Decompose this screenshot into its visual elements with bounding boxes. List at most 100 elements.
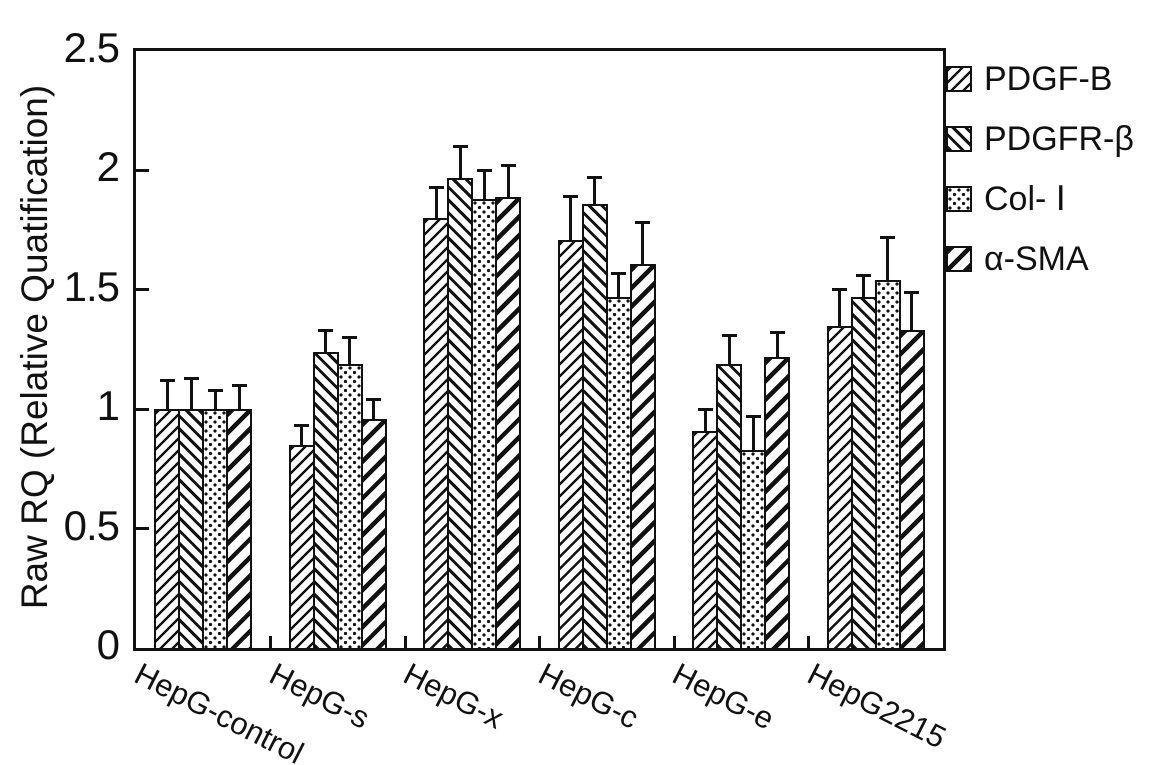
error-bar-hepg-x-s1: [458, 146, 462, 180]
y-axis-title: Raw RQ (Relative Quatification): [14, 84, 55, 610]
bar-hepg-e-s3: [764, 356, 791, 648]
error-cap-hepg2215-s3: [904, 290, 920, 294]
bar-hepg-s-s1: [312, 351, 339, 648]
legend-item-s1: PDGFR-β: [946, 122, 1134, 156]
error-bar-hepg-c-s0: [569, 196, 573, 242]
y-tick-label-1: 1: [96, 382, 120, 430]
y-tick-mark-1.5: [136, 288, 149, 292]
y-tick-label-1.5: 1.5: [63, 262, 120, 310]
legend-item-s3: α-SMA: [946, 242, 1134, 276]
legend-label-s0: PDGF-B: [984, 60, 1113, 98]
error-cap-hepg-e-s0: [697, 407, 713, 411]
bar-hepg2215-s0: [826, 325, 853, 648]
error-bar-hepg-x-s0: [434, 187, 438, 221]
x-category-label-hepg-e: HepG-e: [667, 656, 780, 737]
error-cap-hepg-s-s3: [366, 398, 382, 402]
y-tick-label-2: 2: [96, 143, 120, 191]
error-bar-hepg-c-s1: [593, 177, 597, 206]
error-cap-hepg-s-s2: [342, 336, 358, 340]
error-bar-hepg-s-s1: [324, 330, 328, 354]
legend-swatch-hatch-forward-thin: [946, 66, 972, 92]
x-category-label-hepg2215: HepG2215: [801, 656, 952, 756]
bar-hepg-c-s0: [557, 239, 584, 648]
x-category-label-hepg-x: HepG-x: [398, 656, 510, 736]
error-cap-hepg2215-s0: [832, 288, 848, 292]
legend-swatch-dots: [946, 186, 972, 212]
error-bar-hepg-x-s3: [506, 165, 510, 199]
error-bar-hepg-s-s3: [372, 399, 376, 421]
y-tick-label-2.5: 2.5: [63, 24, 120, 71]
x-separator-tick-1: [269, 636, 272, 648]
x-separator-tick-4: [672, 636, 676, 648]
bar-hepg-e-s0: [692, 430, 719, 648]
legend-item-s2: Col- Ⅰ: [946, 182, 1134, 216]
bar-hepg-s-s2: [336, 363, 363, 648]
error-bar-hepg-s-s0: [300, 425, 304, 447]
bar-hepg-c-s1: [581, 203, 608, 648]
error-bar-hepg-e-s2: [751, 416, 755, 452]
y-tick-label-0.5: 0.5: [63, 501, 120, 549]
y-tick-mark-2: [136, 168, 149, 172]
bar-hepg-x-s0: [423, 218, 450, 648]
error-cap-hepg-x-s0: [428, 185, 444, 189]
bar-hepg-e-s1: [716, 363, 743, 648]
bar-hepg-x-s1: [447, 177, 474, 648]
bar-hepg-c-s2: [605, 296, 632, 648]
plot-area: [133, 48, 946, 651]
bar-hepg-control-s1: [178, 409, 205, 648]
y-tick-mark-1: [136, 407, 149, 411]
error-cap-hepg-c-s3: [635, 221, 651, 225]
bar-hepg-x-s2: [471, 199, 498, 648]
error-bar-hepg-e-s0: [703, 409, 707, 433]
error-bar-hepg-e-s1: [727, 335, 731, 366]
error-cap-hepg-x-s1: [452, 145, 468, 149]
bar-hepg2215-s3: [898, 330, 925, 648]
error-cap-hepg-control-s2: [207, 388, 223, 392]
error-cap-hepg2215-s1: [856, 273, 872, 277]
error-cap-hepg-x-s3: [500, 164, 516, 168]
error-cap-hepg-e-s1: [721, 333, 737, 337]
y-tick-label-0: 0: [96, 621, 120, 668]
error-cap-hepg-control-s1: [183, 376, 199, 380]
error-cap-hepg-e-s3: [769, 331, 785, 335]
error-bar-hepg-c-s2: [617, 273, 621, 299]
bar-hepg-control-s3: [226, 409, 253, 648]
legend-label-s3: α-SMA: [984, 240, 1089, 278]
error-cap-hepg-c-s0: [563, 195, 579, 199]
x-separator-tick-5: [807, 636, 810, 648]
legend-label-s2: Col- Ⅰ: [984, 180, 1066, 218]
error-cap-hepg-s-s0: [294, 424, 310, 428]
error-cap-hepg2215-s2: [880, 235, 896, 239]
bar-hepg-s-s3: [360, 418, 387, 648]
error-cap-hepg-c-s1: [587, 176, 603, 180]
y-tick-mark-0.5: [136, 527, 149, 531]
error-bar-hepg-control-s0: [165, 380, 169, 412]
error-bar-hepg-control-s3: [237, 385, 241, 412]
legend-swatch-hatch-forward-bold: [946, 246, 972, 272]
error-cap-hepg-c-s2: [611, 271, 627, 275]
bar-hepg-e-s2: [740, 449, 767, 648]
bar-hepg2215-s2: [874, 280, 901, 648]
error-cap-hepg-x-s2: [476, 168, 492, 172]
error-bar-hepg2215-s2: [886, 237, 890, 283]
error-cap-hepg-control-s0: [159, 379, 175, 383]
error-bar-hepg-s-s2: [348, 337, 352, 366]
bar-hepg-control-s2: [202, 409, 229, 648]
error-bar-hepg-e-s3: [775, 332, 779, 359]
error-cap-hepg-control-s3: [231, 383, 247, 387]
bar-hepg-c-s3: [629, 263, 656, 648]
error-bar-hepg-x-s2: [482, 170, 486, 202]
legend-label-s1: PDGFR-β: [984, 120, 1134, 158]
x-category-label-hepg-c: HepG-c: [532, 656, 644, 736]
bar-hepg-s-s0: [288, 445, 315, 648]
legend-item-s0: PDGF-B: [946, 62, 1134, 96]
legend-swatch-hatch-backward: [946, 126, 972, 152]
x-separator-tick-2: [403, 636, 407, 648]
bar-hepg-control-s0: [154, 409, 181, 648]
error-bar-hepg-control-s1: [189, 378, 193, 412]
error-bar-hepg-control-s2: [213, 390, 217, 412]
error-cap-hepg-s-s1: [318, 328, 334, 332]
error-bar-hepg2215-s1: [862, 275, 866, 299]
error-bar-hepg2215-s0: [838, 289, 842, 328]
